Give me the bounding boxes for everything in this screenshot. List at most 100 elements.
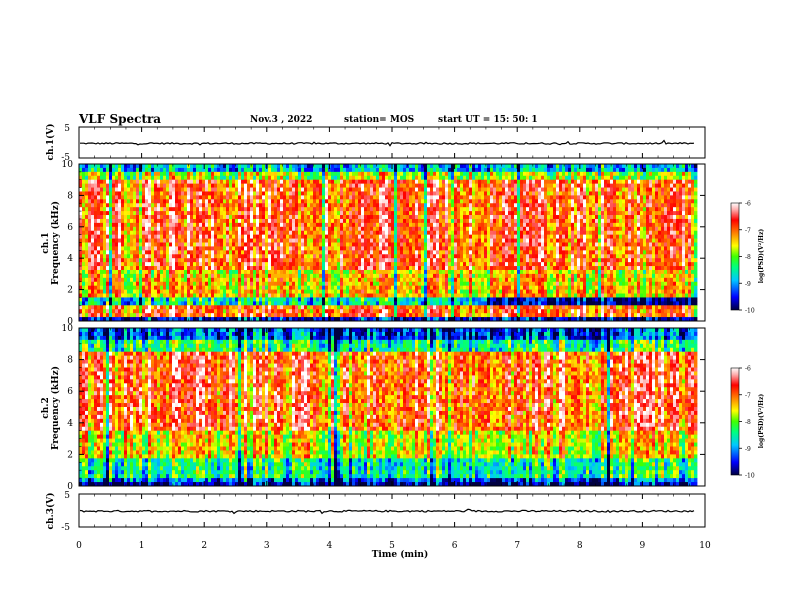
spectrogram-cell — [166, 305, 170, 310]
spectrogram-cell — [394, 230, 398, 236]
spectrogram-cell — [187, 234, 191, 239]
spectrogram-cell — [172, 238, 176, 243]
spectrogram-cell — [208, 305, 212, 310]
spectrogram-cell — [316, 277, 320, 283]
spectrogram-cell — [130, 277, 134, 283]
spectrogram-cell — [235, 277, 239, 283]
spectrogram-cell — [127, 191, 131, 196]
spectrogram-cell — [109, 234, 113, 239]
spectrogram-cell — [322, 167, 326, 173]
spectrogram-cell — [394, 293, 398, 298]
spectrogram-cell — [271, 269, 275, 275]
spectrogram-cell — [334, 277, 338, 283]
spectrogram-cell — [238, 317, 242, 322]
spectrogram-cell — [361, 211, 365, 216]
spectrogram-cell — [301, 246, 305, 251]
spectrogram-cell — [223, 277, 227, 283]
spectrogram-cell — [145, 262, 149, 267]
spectrogram-cell — [385, 250, 389, 255]
spectrogram-cell — [244, 269, 248, 275]
spectrogram-cell — [265, 222, 269, 228]
spectrogram-cell — [211, 293, 215, 298]
spectrogram-cell — [202, 254, 206, 259]
spectrogram-cell — [136, 317, 140, 322]
spectrogram-cell — [244, 242, 248, 247]
spectrogram-cell — [394, 317, 398, 322]
spectrogram-cell — [256, 226, 260, 232]
spectrogram-cell — [406, 285, 410, 291]
spectrogram-cell — [247, 269, 251, 275]
spectrogram-cell — [97, 238, 101, 243]
spectrogram-cell — [262, 191, 266, 196]
spectrogram-cell — [415, 215, 419, 220]
spectrogram-cell — [328, 305, 332, 310]
spectrogram-cell — [361, 238, 365, 243]
spectrogram-cell — [430, 273, 434, 279]
spectrogram-cell — [214, 230, 218, 236]
spectrogram-cell — [412, 167, 416, 173]
spectrogram-cell — [106, 183, 110, 188]
spectrogram-cell — [118, 183, 122, 188]
spectrogram-cell — [154, 195, 158, 200]
spectrogram-cell — [313, 167, 317, 173]
spectrogram-cell — [289, 277, 293, 283]
spectrogram-cell — [382, 187, 386, 192]
spectrogram-cell — [94, 195, 98, 200]
spectrogram-cell — [442, 266, 446, 271]
spectrogram-cell — [322, 187, 326, 192]
spectrogram-cell — [442, 167, 446, 173]
spectrogram-cell — [442, 305, 446, 310]
spectrogram-cell — [376, 222, 380, 228]
spectrogram-cell — [385, 218, 389, 224]
spectrogram-cell — [436, 211, 440, 216]
spectrogram-cell — [184, 171, 188, 177]
spectrogram-cell — [241, 187, 245, 192]
spectrogram-cell — [310, 191, 314, 196]
spectrogram-cell — [421, 238, 425, 243]
spectrogram-cell — [337, 179, 341, 185]
spectrogram-cell — [115, 230, 119, 236]
spectrogram-cell — [139, 309, 143, 314]
spectrogram-cell — [163, 277, 167, 283]
spectrogram-cell — [289, 313, 293, 318]
spectrogram-cell — [238, 167, 242, 173]
spectrogram-cell — [205, 191, 209, 196]
spectrogram-cell — [160, 273, 164, 279]
spectrogram-cell — [316, 289, 320, 294]
spectrogram-cell — [208, 301, 212, 306]
spectrogram-cell — [208, 246, 212, 251]
spectrogram-cell — [382, 273, 386, 279]
spectrogram-cell — [202, 167, 206, 173]
spectrogram-cell — [334, 242, 338, 247]
spectrogram-cell — [289, 289, 293, 294]
spectrogram-cell — [391, 285, 395, 291]
spectrogram-cell — [121, 258, 125, 263]
spectrogram-cell — [439, 269, 443, 275]
spectrogram-cell — [259, 238, 263, 243]
spectrogram-cell — [211, 289, 215, 294]
spectrogram-cell — [130, 234, 134, 239]
spectrogram-cell — [418, 309, 422, 314]
spectrogram-cell — [373, 285, 377, 291]
spectrogram-cell — [418, 305, 422, 310]
spectrogram-cell — [202, 203, 206, 208]
spectrogram-cell — [226, 246, 230, 251]
spectrogram-cell — [157, 167, 161, 173]
spectrogram-cell — [88, 183, 92, 188]
spectrogram-cell — [442, 164, 446, 169]
spectrogram-cell — [91, 285, 95, 291]
spectrogram-cell — [211, 254, 215, 259]
spectrogram-cell — [181, 285, 185, 291]
spectrogram-cell — [286, 218, 290, 224]
spectrogram-cell — [217, 175, 221, 181]
spectrogram-cell — [271, 262, 275, 267]
spectrogram-cell — [307, 207, 311, 212]
spectrogram-cell — [256, 171, 260, 177]
spectrogram-cell — [436, 254, 440, 259]
spectrogram-cell — [373, 289, 377, 294]
spectrogram-cell — [82, 230, 86, 236]
spectrogram-cell — [376, 269, 380, 275]
spectrogram-cell — [340, 309, 344, 314]
spectrogram-cell — [232, 313, 236, 318]
spectrogram-cell — [175, 199, 179, 204]
